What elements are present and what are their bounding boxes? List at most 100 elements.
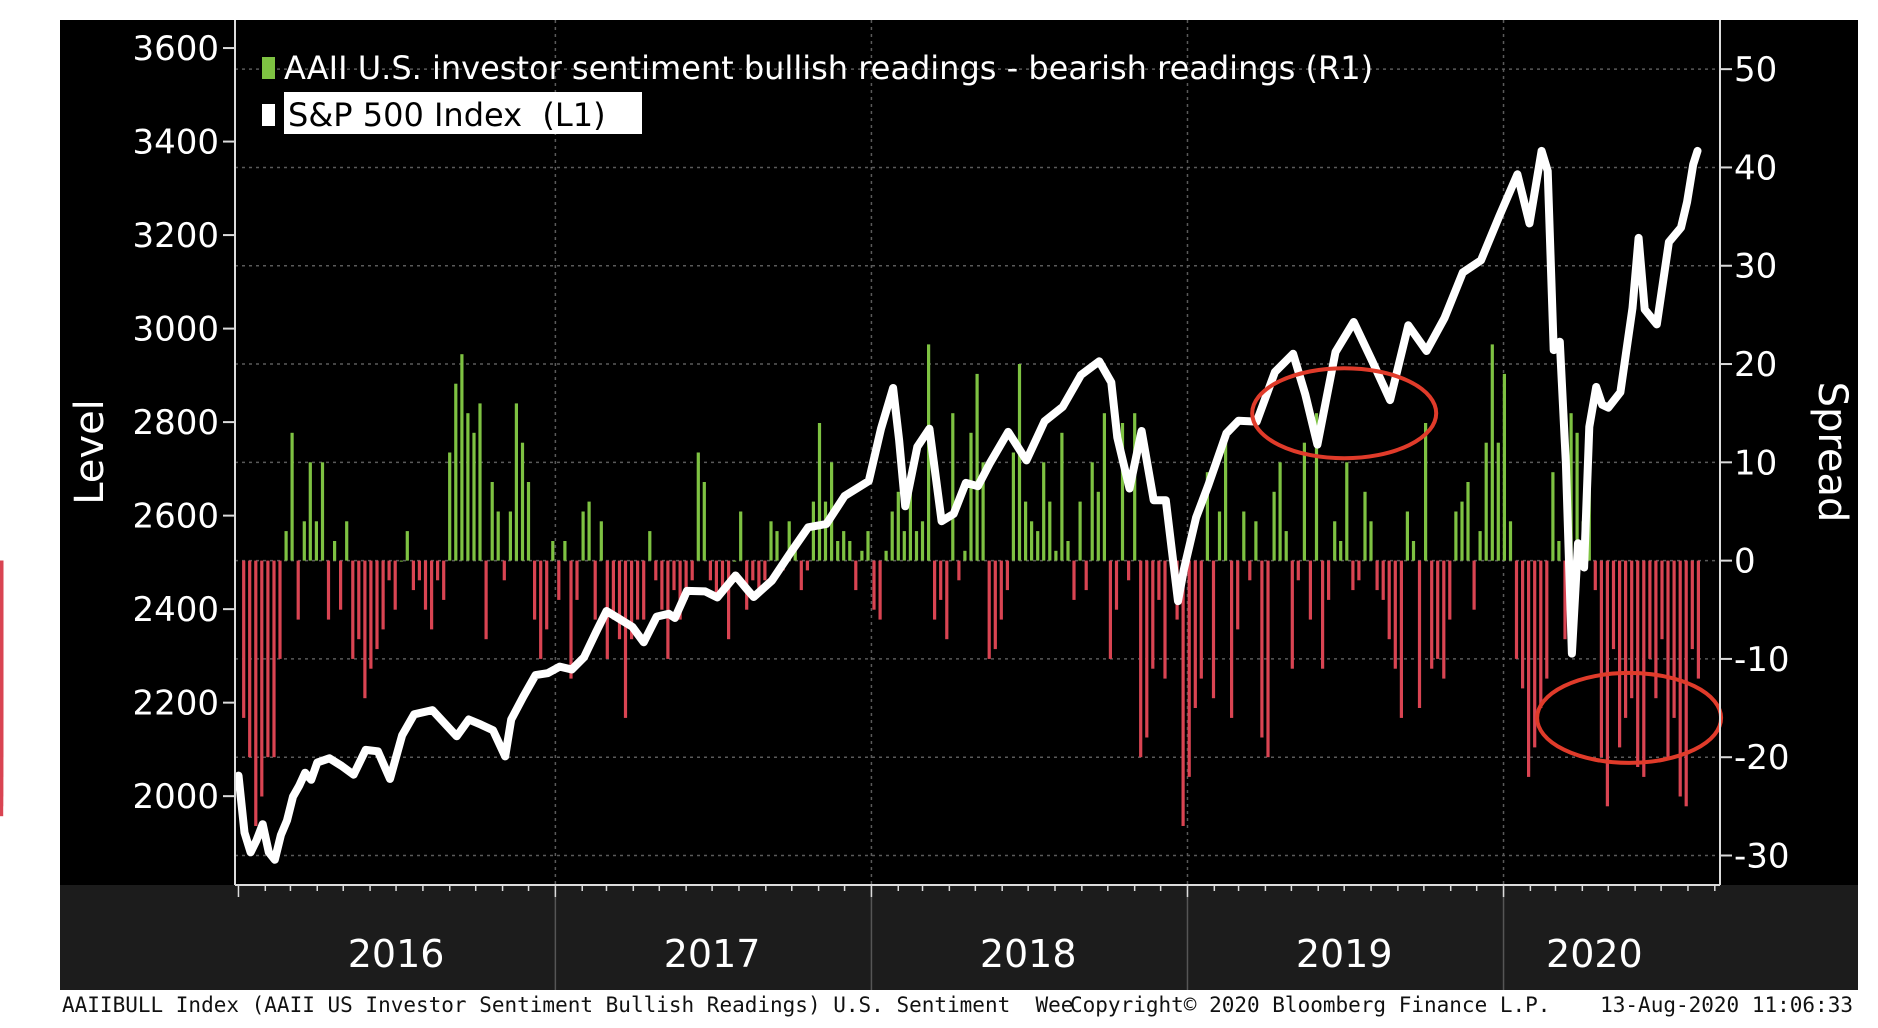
spread-bar [1005,560,1009,591]
spread-bar [1478,531,1482,561]
spread-bar [1393,560,1397,669]
bars-layer [0,344,1700,826]
footer-copyright: Copyright© 2020 Bloomberg Finance L.P. [1070,993,1550,1017]
sp500-line [234,146,1702,864]
spread-bar [757,560,761,591]
spread-bar [599,521,603,561]
spread-bar [1454,511,1458,561]
spread-bar [1072,560,1076,600]
spread-bar [1054,550,1058,561]
spread-bar [581,511,585,561]
spread-bar [793,550,797,561]
spread-bar [1242,511,1246,561]
spread-bar [272,560,276,758]
spread-bar [1460,501,1464,561]
spread-bar [1448,560,1452,620]
spread-bar [363,560,367,699]
spread-bar [1042,462,1046,561]
spread-bar [1187,560,1191,777]
x-year-label: 2017 [664,932,761,976]
spread-bar [684,560,688,600]
legend: AAII U.S. investor sentiment bullish rea… [262,49,1373,134]
spread-bar [1260,560,1264,738]
spread-bar [593,560,597,620]
spread-bar [1636,560,1640,767]
spread-bar [1163,560,1167,679]
spread-bar [502,560,506,581]
spread-bar [708,560,712,581]
spread-bar [1563,560,1567,640]
spread-bar [854,560,858,591]
spread-bar [860,550,864,561]
spread-bar [963,550,967,561]
spread-bar [1066,541,1070,561]
spread-bar [284,531,288,561]
spread-bar [1521,560,1525,689]
annotation-ellipse [1535,670,1724,765]
spread-bar [1224,442,1228,561]
spread-bar [702,482,706,561]
spread-bar [617,560,622,640]
spread-bar [866,531,870,561]
axes-layer: 2000 2200 2400 2600 2800 3000 3200 3400 3600 -30 -… [132,20,1790,976]
spread-bar [1605,560,1609,807]
spread-bar [1024,501,1028,561]
spread-bar [1508,521,1513,561]
spread-bar [1624,560,1628,718]
spread-bar [1127,560,1131,581]
spread-bar [848,541,852,561]
left-axis-title: Level [67,399,113,505]
spread-bar [1696,560,1700,679]
spread-bar [1539,560,1543,708]
spread-bar [872,560,876,610]
spread-bar [460,354,464,561]
spread-bar [448,452,452,561]
annotation-layer [1250,366,1724,765]
spread-bar [1399,560,1403,718]
spread-bar [296,560,300,620]
right-tick-label: -30 [1734,837,1790,877]
spread-bar [751,560,755,581]
spread-bar [920,521,925,561]
spread-bar [799,560,803,591]
spread-bar [1078,501,1082,561]
spread-bar [466,413,470,561]
spread-bar [563,541,567,561]
spread-bar [1654,560,1658,699]
spread-bar [1417,560,1422,708]
spread-bar [727,560,731,640]
spread-bar [326,560,331,620]
spread-bar [266,560,270,758]
spread-bar [1278,462,1282,561]
left-tick-label: 3400 [132,123,219,163]
spread-bar [1672,560,1676,718]
right-tick-label: 10 [1734,443,1777,483]
left-tick-label: 3200 [132,216,219,256]
x-year-label: 2020 [1546,932,1643,976]
spread-bar [320,462,325,561]
footer-timestamp: 13-Aug-2020 11:06:33 [1600,993,1853,1017]
spread-bar [1630,560,1634,699]
right-tick-label: 20 [1734,345,1777,385]
spread-bar [969,432,973,561]
x-axis-band [60,885,1858,990]
legend-swatch-line [262,104,275,126]
spread-bar [1290,560,1294,669]
spread-bar [666,560,670,659]
spread-bar [1472,560,1476,610]
spread-bar [1248,560,1252,581]
legend-label-line-box [284,92,642,134]
spread-bar [739,511,743,561]
spread-bar [1145,560,1149,738]
spread-bar [1690,560,1694,650]
spread-bar [496,511,500,561]
spread-bar [690,560,694,581]
x-year-label: 2019 [1296,932,1393,976]
spread-bar [1527,560,1531,777]
spread-bar [375,560,379,650]
spread-bar [1302,442,1306,561]
spread-bar [999,560,1003,620]
spread-bar [411,560,415,591]
spread-bar [1648,560,1652,659]
spread-bar [290,432,294,561]
